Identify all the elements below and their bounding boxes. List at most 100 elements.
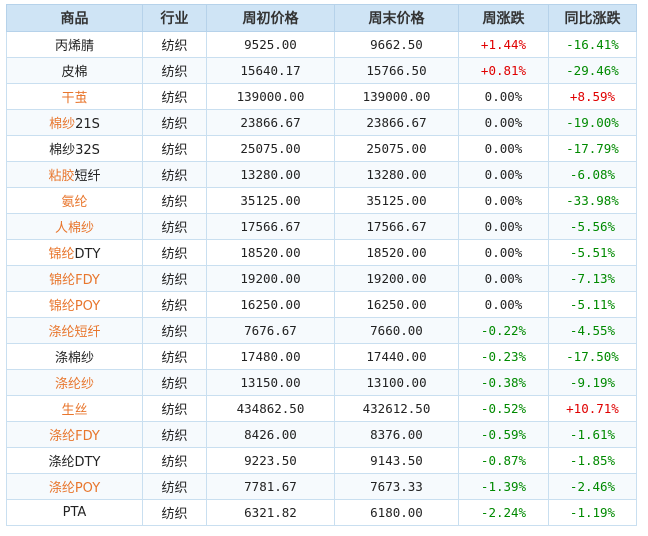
header-week-close-price[interactable]: 周末价格 [334, 4, 459, 32]
product-name-link[interactable]: 锦纶POY [48, 299, 101, 314]
week-change-cell: 0.00% [458, 109, 549, 136]
week-open-price-cell: 15640.17 [206, 57, 335, 84]
yoy-change-cell: -9.19% [548, 369, 637, 396]
table-row: 皮棉 纺织 15640.17 15766.50 +0.81% -29.46% [6, 57, 637, 84]
week-close-price-cell: 19200.00 [334, 265, 459, 292]
industry-cell: 纺织 [142, 265, 207, 292]
header-yoy-change[interactable]: 同比涨跌 [548, 4, 637, 32]
table-row: PTA 纺织 6321.82 6180.00 -2.24% -1.19% [6, 499, 637, 526]
week-change-cell: -2.24% [458, 499, 549, 526]
header-week-change[interactable]: 周涨跌 [458, 4, 549, 32]
yoy-change-cell: -5.11% [548, 291, 637, 318]
header-industry[interactable]: 行业 [142, 4, 207, 32]
week-open-price-cell: 9525.00 [206, 31, 335, 58]
industry-cell: 纺织 [142, 421, 207, 448]
table-row: 干茧 纺织 139000.00 139000.00 0.00% +8.59% [6, 83, 637, 110]
product-name-link[interactable]: 涤纶纱 [54, 377, 94, 392]
product-name-link[interactable]: 锦纶FDY [49, 273, 100, 288]
yoy-change-cell: -17.50% [548, 343, 637, 370]
product-name-link[interactable]: 人棉纱 [54, 221, 94, 236]
yoy-change-cell: -2.46% [548, 473, 637, 500]
table-row: 棉纱32S 纺织 25075.00 25075.00 0.00% -17.79% [6, 135, 637, 162]
table-body: 丙烯腈 纺织 9525.00 9662.50 +1.44% -16.41% 皮棉 纺织 1564… [6, 31, 637, 526]
product-name-cell: 棉纱21S [6, 109, 143, 136]
week-close-price-cell: 23866.67 [334, 109, 459, 136]
week-change-cell: -1.39% [458, 473, 549, 500]
product-name-cell: 干茧 [6, 83, 143, 110]
table-row: 锦纶DTY 纺织 18520.00 18520.00 0.00% -5.51% [6, 239, 637, 266]
industry-cell: 纺织 [142, 83, 207, 110]
product-name-cell: 棉纱32S [6, 135, 143, 162]
week-close-price-cell: 8376.00 [334, 421, 459, 448]
product-name-cell: 涤纶FDY [6, 421, 143, 448]
week-open-price-cell: 25075.00 [206, 135, 335, 162]
product-name-link[interactable]: 锦纶 [48, 247, 75, 262]
week-close-price-cell: 6180.00 [334, 499, 459, 526]
week-close-price-cell: 18520.00 [334, 239, 459, 266]
product-name-text: 短纤 [74, 169, 101, 184]
product-name-link[interactable]: 干茧 [61, 91, 88, 106]
week-close-price-cell: 15766.50 [334, 57, 459, 84]
week-change-cell: 0.00% [458, 187, 549, 214]
week-open-price-cell: 16250.00 [206, 291, 335, 318]
product-name-link[interactable]: 粘胶 [48, 169, 75, 184]
week-change-cell: 0.00% [458, 239, 549, 266]
week-open-price-cell: 17566.67 [206, 213, 335, 240]
week-open-price-cell: 139000.00 [206, 83, 335, 110]
table-row: 粘胶短纤 纺织 13280.00 13280.00 0.00% -6.08% [6, 161, 637, 188]
week-close-price-cell: 9662.50 [334, 31, 459, 58]
week-open-price-cell: 19200.00 [206, 265, 335, 292]
week-open-price-cell: 7781.67 [206, 473, 335, 500]
product-name-text: 皮棉 [61, 65, 88, 80]
table-row: 涤纶DTY 纺织 9223.50 9143.50 -0.87% -1.85% [6, 447, 637, 474]
product-name-text: 涤棉纱 [54, 351, 94, 366]
product-name-cell: PTA [6, 499, 143, 526]
industry-cell: 纺织 [142, 473, 207, 500]
yoy-change-cell: -5.56% [548, 213, 637, 240]
product-name-cell: 涤纶纱 [6, 369, 143, 396]
week-open-price-cell: 6321.82 [206, 499, 335, 526]
product-name-cell: 皮棉 [6, 57, 143, 84]
week-close-price-cell: 139000.00 [334, 83, 459, 110]
industry-cell: 纺织 [142, 161, 207, 188]
week-change-cell: 0.00% [458, 161, 549, 188]
product-name-link[interactable]: 氨纶 [61, 195, 88, 210]
product-name-cell: 锦纶DTY [6, 239, 143, 266]
product-name-link[interactable]: 棉纱 [49, 117, 76, 132]
week-open-price-cell: 7676.67 [206, 317, 335, 344]
week-change-cell: 0.00% [458, 265, 549, 292]
product-name-link[interactable]: 涤纶短纤 [48, 325, 101, 340]
product-name-text: 棉纱32S [49, 143, 100, 158]
week-change-cell: -0.52% [458, 395, 549, 422]
product-name-link[interactable]: 涤纶POY [48, 481, 101, 496]
week-open-price-cell: 17480.00 [206, 343, 335, 370]
product-name-link[interactable]: 涤纶FDY [49, 429, 100, 444]
header-product[interactable]: 商品 [6, 4, 143, 32]
week-close-price-cell: 13280.00 [334, 161, 459, 188]
product-name-cell: 涤纶POY [6, 473, 143, 500]
week-change-cell: +0.81% [458, 57, 549, 84]
week-open-price-cell: 9223.50 [206, 447, 335, 474]
week-change-cell: -0.87% [458, 447, 549, 474]
table-row: 涤纶POY 纺织 7781.67 7673.33 -1.39% -2.46% [6, 473, 637, 500]
industry-cell: 纺织 [142, 239, 207, 266]
yoy-change-cell: -16.41% [548, 31, 637, 58]
product-name-link[interactable]: 生丝 [61, 403, 88, 418]
industry-cell: 纺织 [142, 213, 207, 240]
table-row: 人棉纱 纺织 17566.67 17566.67 0.00% -5.56% [6, 213, 637, 240]
week-change-cell: -0.38% [458, 369, 549, 396]
industry-cell: 纺织 [142, 109, 207, 136]
table-row: 氨纶 纺织 35125.00 35125.00 0.00% -33.98% [6, 187, 637, 214]
week-close-price-cell: 432612.50 [334, 395, 459, 422]
product-name-text: 21S [75, 117, 100, 132]
product-name-text: 丙烯腈 [54, 39, 94, 54]
week-close-price-cell: 13100.00 [334, 369, 459, 396]
week-close-price-cell: 7660.00 [334, 317, 459, 344]
week-open-price-cell: 8426.00 [206, 421, 335, 448]
industry-cell: 纺织 [142, 343, 207, 370]
week-open-price-cell: 13280.00 [206, 161, 335, 188]
header-week-open-price[interactable]: 周初价格 [206, 4, 335, 32]
week-close-price-cell: 35125.00 [334, 187, 459, 214]
yoy-change-cell: +8.59% [548, 83, 637, 110]
week-change-cell: -0.59% [458, 421, 549, 448]
